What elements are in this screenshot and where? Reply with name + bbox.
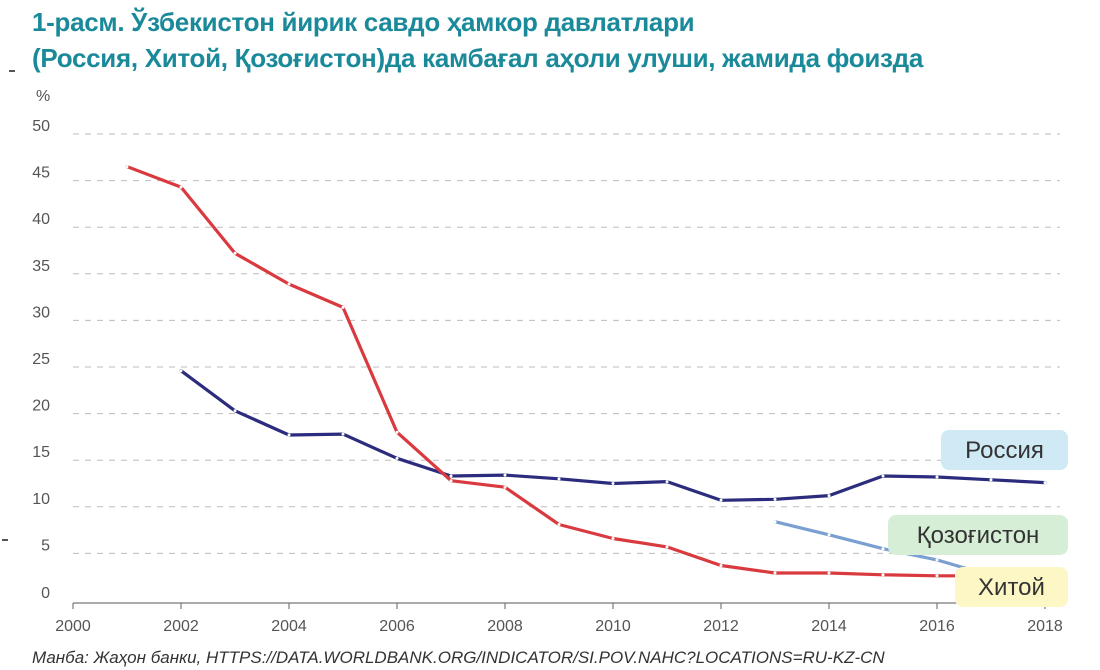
data-point [665, 480, 669, 484]
x-tick-label: 2018 [1027, 618, 1063, 635]
x-tick-label: 2010 [595, 618, 631, 635]
x-axis: 2000 2002 2004 2006 2008 2010 2012 2014 2016 2018 [55, 602, 1063, 635]
x-tick-label: 2002 [163, 618, 199, 635]
data-point [827, 571, 831, 575]
series-label: Россия [965, 437, 1044, 464]
data-point [449, 479, 453, 483]
data-point [773, 497, 777, 501]
data-point [1043, 481, 1047, 485]
y-tick-label: 35 [32, 258, 50, 275]
x-tick-label: 2014 [811, 618, 847, 635]
edge-mark-top [9, 70, 15, 72]
data-point [179, 369, 183, 373]
y-tick-label: 10 [32, 491, 50, 508]
y-tick-label: 5 [41, 537, 50, 554]
data-point [233, 251, 237, 255]
data-point [989, 478, 993, 482]
data-point [341, 305, 345, 309]
edge-mark-bottom [2, 539, 8, 541]
source-note: Манба: Жаҳон банки, HTTPS://DATA.WORLDBA… [32, 648, 885, 667]
y-axis-ticks: 0 5 10 15 20 25 30 35 40 45 50 [32, 118, 50, 602]
data-point [665, 545, 669, 549]
y-tick-label: 45 [32, 165, 50, 182]
y-tick-label: 0 [41, 585, 50, 602]
data-point [719, 498, 723, 502]
y-tick-label: 15 [32, 444, 50, 461]
data-point [557, 477, 561, 481]
y-tick-label: 50 [32, 118, 50, 135]
chart-title-line-1: 1-расм. Ўзбекистон йирик савдо ҳамкор да… [32, 7, 695, 37]
x-tick-label: 2012 [703, 618, 739, 635]
data-point [935, 574, 939, 578]
data-point [503, 473, 507, 477]
y-tick-label: 20 [32, 398, 50, 415]
data-point [395, 456, 399, 460]
x-tick-label: 2004 [271, 618, 307, 635]
series-lines [125, 165, 1047, 578]
series-line [125, 165, 993, 578]
chart-title-line-2: (Россия, Хитой, Қозоғистон)да камбағал а… [32, 43, 924, 73]
series-labels: Россия Қозоғистон Хитой [888, 430, 1068, 607]
data-point [233, 409, 237, 413]
data-point [881, 474, 885, 478]
data-point [881, 573, 885, 577]
series-label: Хитой [978, 574, 1045, 601]
data-point [773, 571, 777, 575]
grid-lines [73, 133, 1060, 554]
x-tick-label: 2016 [919, 618, 955, 635]
data-point [827, 533, 831, 537]
data-point [935, 558, 939, 562]
chart-title: 1-расм. Ўзбекистон йирик савдо ҳамкор да… [32, 4, 1100, 76]
y-tick-label: 30 [32, 304, 50, 321]
series-label-box [955, 567, 1068, 607]
data-point [611, 536, 615, 540]
series-line [179, 369, 1047, 502]
data-point [827, 494, 831, 498]
data-point [287, 433, 291, 437]
data-point [287, 282, 291, 286]
data-point [341, 432, 345, 436]
y-tick-label: 40 [32, 211, 50, 228]
data-point [611, 482, 615, 485]
series-label-box [888, 515, 1068, 555]
x-tick-label: 2008 [487, 618, 523, 635]
series-label: Қозоғистон [917, 522, 1040, 549]
data-point [719, 564, 723, 568]
data-point [449, 474, 453, 478]
data-point [773, 520, 777, 524]
data-point [503, 485, 507, 489]
data-point [557, 523, 561, 527]
series-label-box [941, 430, 1068, 470]
data-point [395, 430, 399, 434]
data-point [179, 185, 183, 189]
x-tick-label: 2000 [55, 618, 91, 635]
y-tick-label: 25 [32, 351, 50, 368]
x-tick-label: 2006 [379, 618, 415, 635]
data-point [881, 547, 885, 551]
data-point [125, 165, 129, 169]
data-point [935, 475, 939, 479]
y-axis-label: % [36, 88, 50, 105]
